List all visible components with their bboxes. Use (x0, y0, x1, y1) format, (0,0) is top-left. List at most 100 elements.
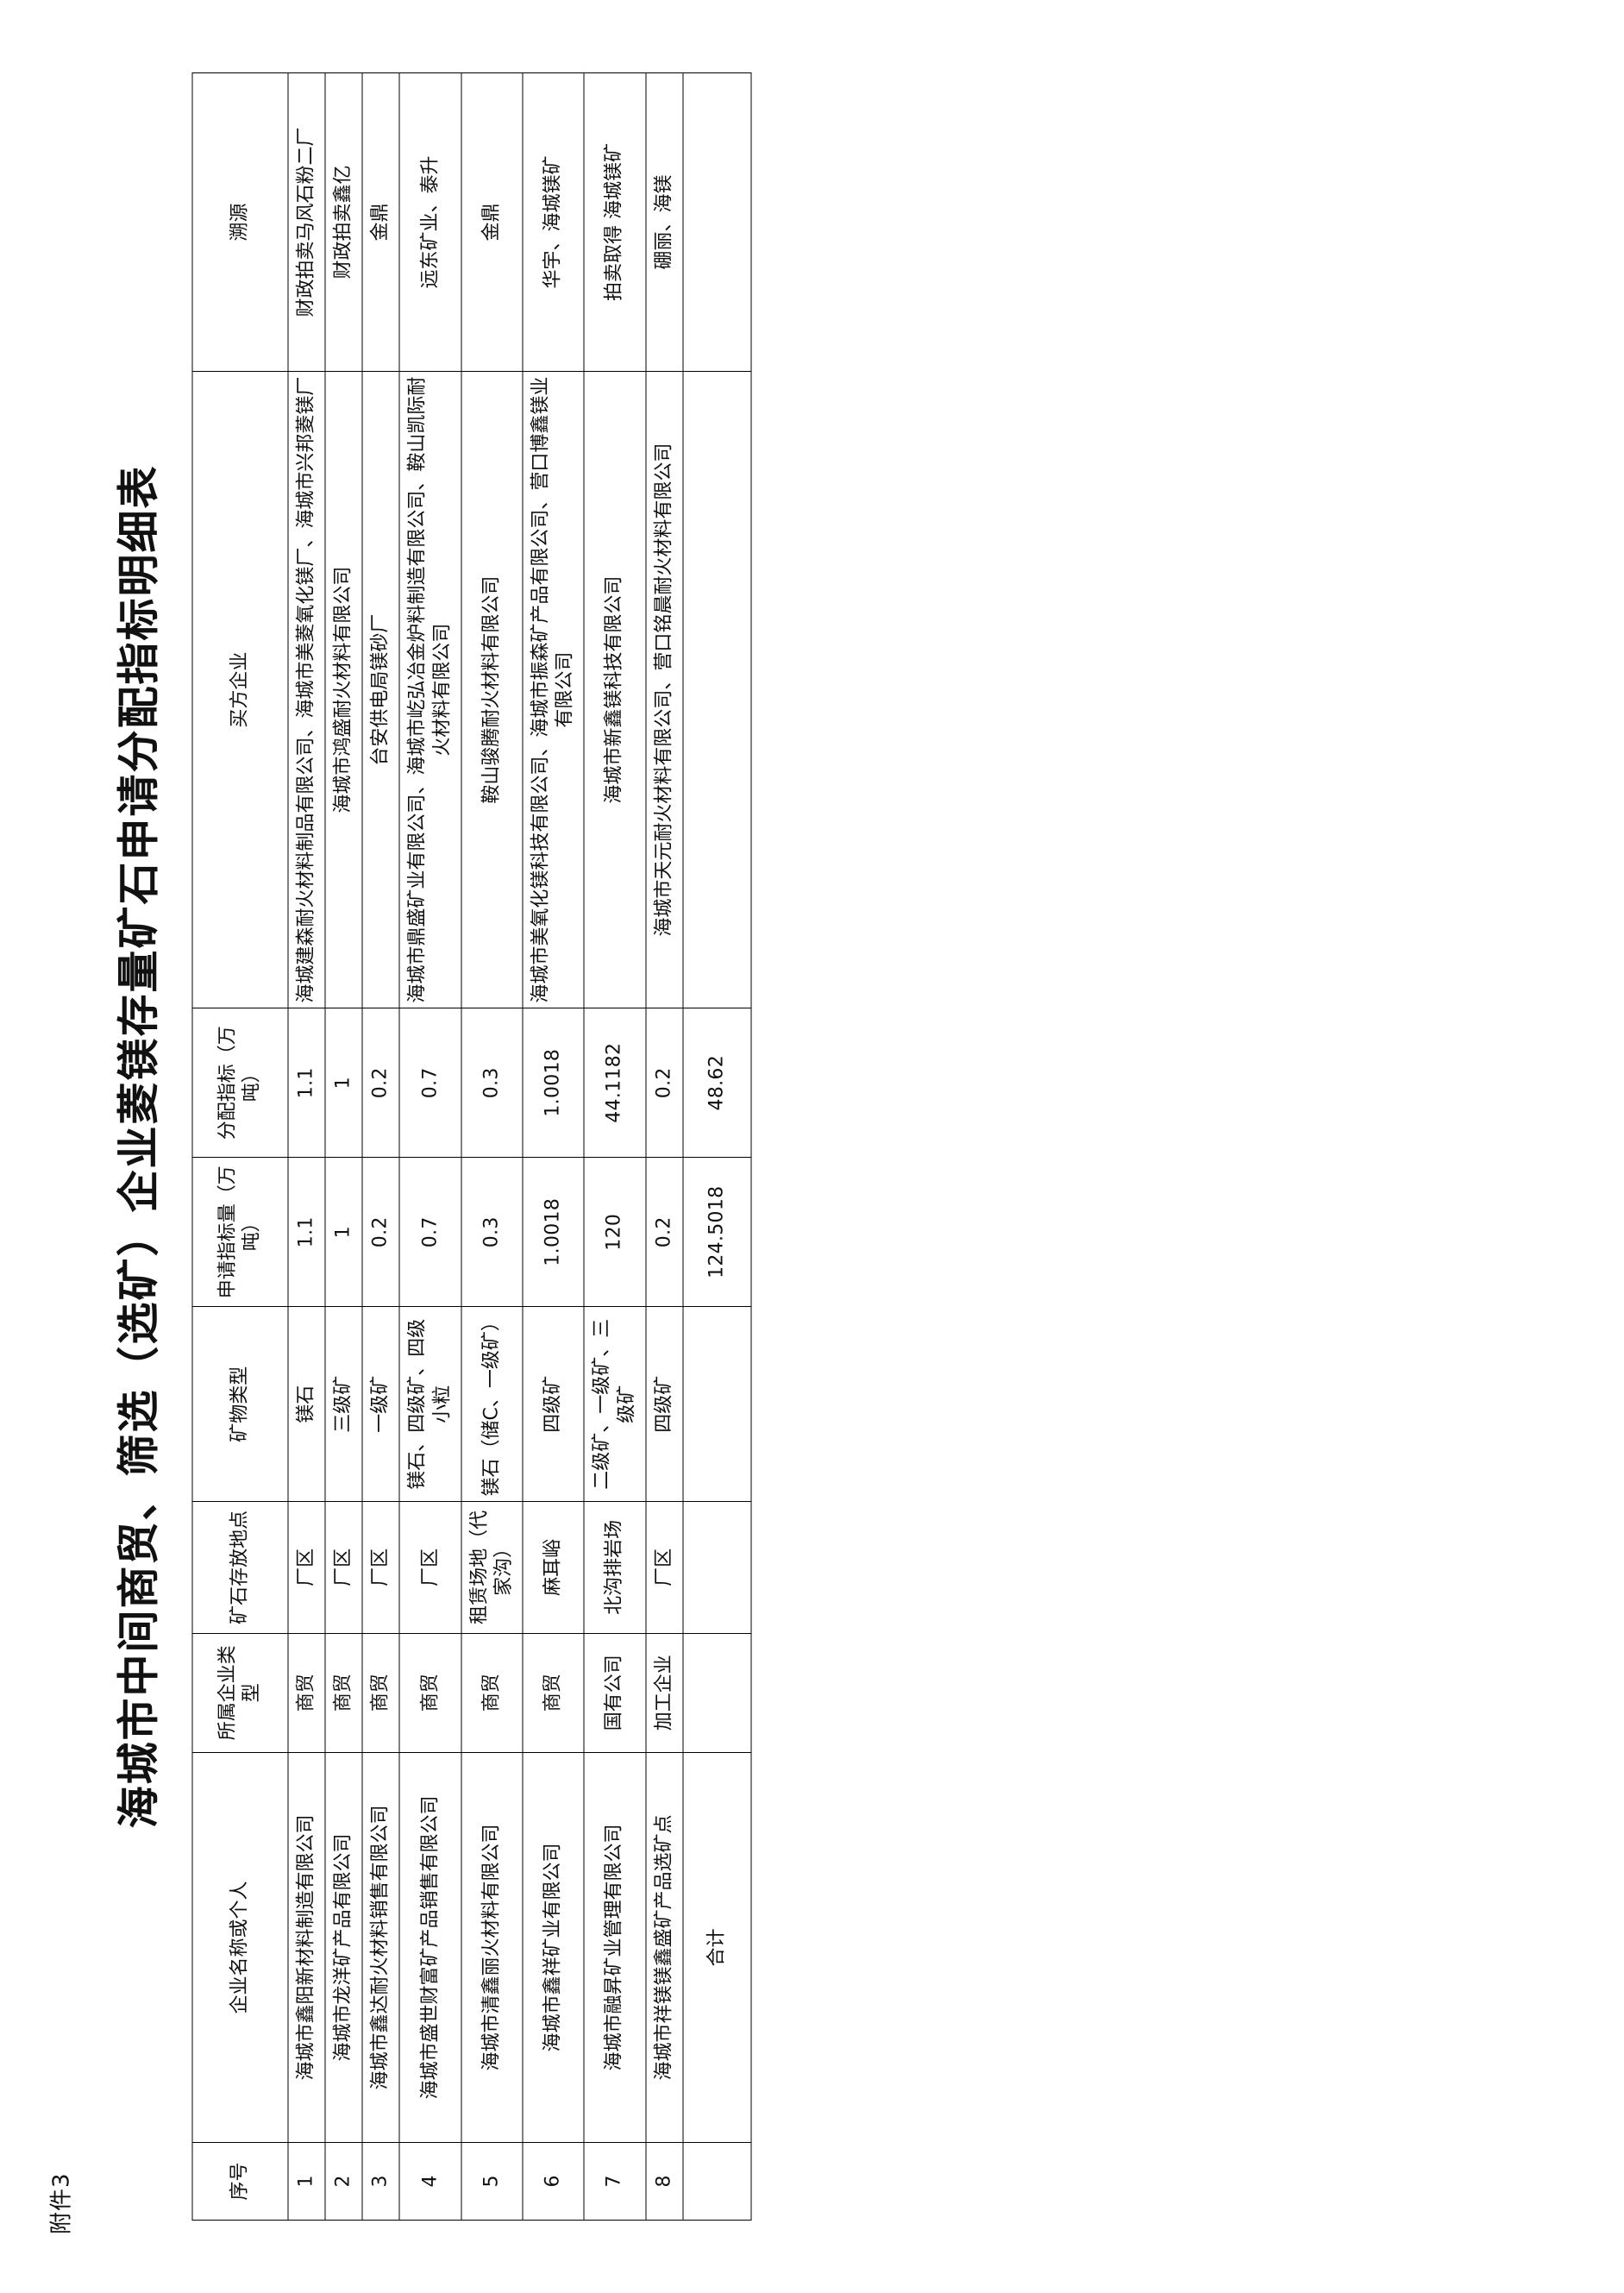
cell-buyer: 海城市新鑫镁科技有限公司 (583, 371, 646, 1008)
cell-site: 厂区 (287, 1501, 325, 1634)
cell-requested: 0.7 (398, 1157, 461, 1307)
cell-source: 远东矿业、泰升 (398, 72, 461, 372)
cell-allocated: 0.2 (645, 1008, 683, 1158)
table-row: 1 海城市鑫阳新材料制造有限公司 商贸 厂区 镁石 1.1 1.1 海城建森耐火材料制品有限公… (287, 72, 325, 2221)
cell-name: 海城市鑫祥矿业有限公司 (522, 1752, 584, 2143)
col-header-name: 企业名称或个人 (191, 1752, 288, 2143)
cell-mineral: 二级矿、一级矿、三级矿 (583, 1306, 646, 1502)
cell-name: 海城市融昇矿业管理有限公司 (583, 1752, 646, 2143)
cell-ent-type: 商贸 (461, 1633, 523, 1753)
cell-requested: 120 (583, 1157, 646, 1307)
cell-buyer: 海城建森耐火材料制品有限公司、海城市美菱氧化镁厂、海城市兴邦菱镁厂 (287, 371, 325, 1008)
cell-index: 6 (522, 2142, 584, 2221)
cell-ent-type: 商贸 (324, 1633, 362, 1753)
cell-source: 财政拍卖马风石粉二厂 (287, 72, 325, 372)
table-row: 7 海城市融昇矿业管理有限公司 国有公司 北沟排岩场 二级矿、一级矿、三级矿 120 44.… (583, 72, 646, 2221)
col-header-allocated: 分配指标（万吨） (191, 1008, 288, 1158)
table-body: 1 海城市鑫阳新材料制造有限公司 商贸 厂区 镁石 1.1 1.1 海城建森耐火材料制品有限公… (287, 72, 751, 2221)
cell-requested: 1.1 (287, 1157, 325, 1307)
cell-name: 海城市鑫阳新材料制造有限公司 (287, 1752, 325, 2143)
total-blank-index (682, 2142, 751, 2221)
cell-allocated: 44.1182 (583, 1008, 646, 1158)
table-row: 4 海城市盛世财富矿产品销售有限公司 商贸 厂区 镁石、四级矿、四级小粒 0.7 0.7 海城… (398, 72, 461, 2221)
total-requested: 124.5018 (682, 1157, 751, 1307)
cell-site: 厂区 (324, 1501, 362, 1634)
cell-allocated: 0.3 (461, 1008, 523, 1158)
cell-index: 5 (461, 2142, 523, 2221)
cell-index: 4 (398, 2142, 461, 2221)
col-header-requested: 申请指标量（万吨） (191, 1157, 288, 1307)
cell-buyer: 台安供电局镁砂厂 (361, 371, 399, 1008)
total-blank-ent-type (682, 1633, 751, 1753)
cell-ent-type: 商贸 (287, 1633, 325, 1753)
cell-requested: 0.3 (461, 1157, 523, 1307)
cell-buyer: 海城市鼎盛矿业有限公司、海城市屹弘冶金炉料制造有限公司、鞍山凯际耐火材料有限公司 (398, 371, 461, 1008)
allocation-table: 序号 企业名称或个人 所属企业类型 矿石存放地点 矿物类型 申请指标量（万吨） … (191, 72, 751, 2221)
cell-site: 北沟排岩场 (583, 1501, 646, 1634)
col-header-ent-type: 所属企业类型 (191, 1633, 288, 1753)
cell-requested: 1 (324, 1157, 362, 1307)
cell-mineral: 三级矿 (324, 1306, 362, 1502)
col-header-buyer: 买方企业 (191, 371, 288, 1008)
cell-index: 1 (287, 2142, 325, 2221)
cell-site: 厂区 (361, 1501, 399, 1634)
cell-mineral: 四级矿 (645, 1306, 683, 1502)
cell-mineral: 镁石 (287, 1306, 325, 1502)
col-header-site: 矿石存放地点 (191, 1501, 288, 1634)
cell-requested: 1.0018 (522, 1157, 584, 1307)
cell-site: 厂区 (645, 1501, 683, 1634)
cell-name: 海城市清鑫丽火材料有限公司 (461, 1752, 523, 2143)
cell-buyer: 鞍山骏腾耐火材料有限公司 (461, 371, 523, 1008)
cell-ent-type: 商贸 (398, 1633, 461, 1753)
col-header-mineral: 矿物类型 (191, 1306, 288, 1502)
cell-source: 硼丽、海镁 (645, 72, 683, 372)
cell-allocated: 1 (324, 1008, 362, 1158)
table-header-row: 序号 企业名称或个人 所属企业类型 矿石存放地点 矿物类型 申请指标量（万吨） … (191, 72, 288, 2221)
page-title: 海城市中间商贸、筛选（选矿）企业菱镁存量矿石申请分配指标明细表 (113, 464, 163, 1829)
cell-requested: 0.2 (361, 1157, 399, 1307)
cell-index: 8 (645, 2142, 683, 2221)
cell-name: 海城市盛世财富矿产品销售有限公司 (398, 1752, 461, 2143)
cell-allocated: 0.7 (398, 1008, 461, 1158)
cell-source: 金鼎 (361, 72, 399, 372)
cell-ent-type: 商贸 (361, 1633, 399, 1753)
total-blank-mineral (682, 1306, 751, 1502)
cell-mineral: 四级矿 (522, 1306, 584, 1502)
cell-name: 海城市祥镁镁鑫盛矿产品选矿点 (645, 1752, 683, 2143)
cell-name: 海城市龙洋矿产品有限公司 (324, 1752, 362, 2143)
cell-mineral: 一级矿 (361, 1306, 399, 1502)
cell-buyer: 海城市鸿盛耐火材料有限公司 (324, 371, 362, 1008)
cell-ent-type: 国有公司 (583, 1633, 646, 1753)
cell-ent-type: 加工企业 (645, 1633, 683, 1753)
total-blank-buyer (682, 371, 751, 1008)
cell-source: 拍卖取得 海城镁矿 (583, 72, 646, 372)
table-row: 5 海城市清鑫丽火材料有限公司 商贸 租赁场地（代家沟） 镁石（储C、一级矿） 0.3 0.… (461, 72, 523, 2221)
table-row: 8 海城市祥镁镁鑫盛矿产品选矿点 加工企业 厂区 四级矿 0.2 0.2 海城市天元耐火材料有… (645, 72, 683, 2221)
cell-mineral: 镁石、四级矿、四级小粒 (398, 1306, 461, 1502)
cell-source: 财政拍卖鑫亿 (324, 72, 362, 372)
cell-index: 3 (361, 2142, 399, 2221)
total-blank-site (682, 1501, 751, 1634)
table-row: 2 海城市龙洋矿产品有限公司 商贸 厂区 三级矿 1 1 海城市鸿盛耐火材料有限公司 财政拍卖鑫… (324, 72, 362, 2221)
total-blank-source (682, 72, 751, 372)
cell-site: 租赁场地（代家沟） (461, 1501, 523, 1634)
cell-allocated: 0.2 (361, 1008, 399, 1158)
cell-source: 华宇、海城镁矿 (522, 72, 584, 372)
cell-requested: 0.2 (645, 1157, 683, 1307)
col-header-source: 溯源 (191, 72, 288, 372)
table-row: 3 海城市鑫达耐火材料销售有限公司 商贸 厂区 一级矿 0.2 0.2 台安供电局镁砂厂 金鼎 (361, 72, 399, 2221)
table-total-row: 合计 124.5018 48.62 (682, 72, 751, 2221)
total-allocated: 48.62 (682, 1008, 751, 1158)
col-header-index: 序号 (191, 2142, 288, 2221)
cell-allocated: 1.0018 (522, 1008, 584, 1158)
cell-name: 海城市鑫达耐火材料销售有限公司 (361, 1752, 399, 2143)
cell-site: 麻耳峪 (522, 1501, 584, 1634)
table-row: 6 海城市鑫祥矿业有限公司 商贸 麻耳峪 四级矿 1.0018 1.0018 海城市美氧化镁科… (522, 72, 584, 2221)
cell-source: 金鼎 (461, 72, 523, 372)
cell-index: 7 (583, 2142, 646, 2221)
cell-buyer: 海城市美氧化镁科技有限公司、海城市振森矿产品有限公司、营口博鑫镁业有限公司 (522, 371, 584, 1008)
cell-site: 厂区 (398, 1501, 461, 1634)
cell-index: 2 (324, 2142, 362, 2221)
cell-buyer: 海城市天元耐火材料有限公司、营口铭晨耐火材料有限公司 (645, 371, 683, 1008)
